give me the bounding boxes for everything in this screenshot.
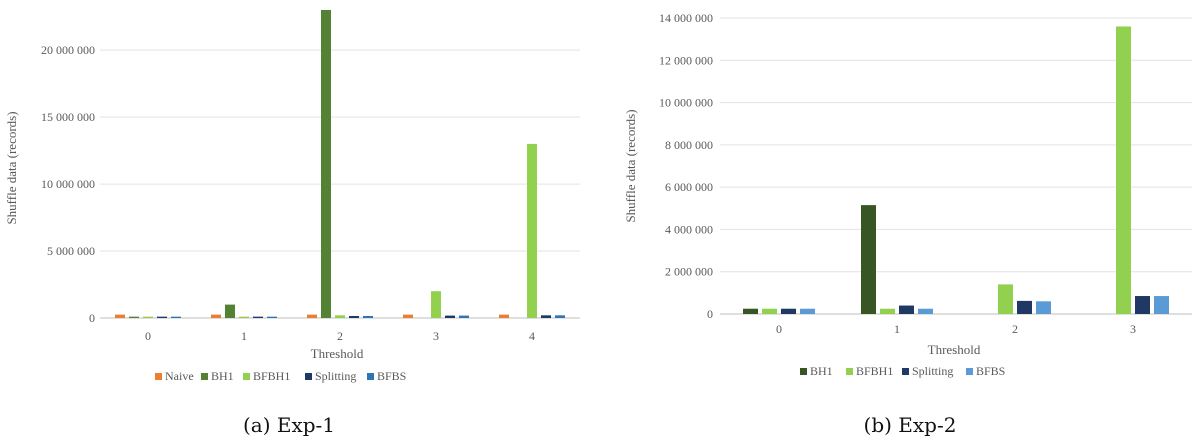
bar-splitting-1 — [253, 316, 263, 318]
bar-splitting-0 — [157, 316, 167, 318]
bar-naive-4 — [499, 314, 509, 318]
y-tick-label: 12 000 000 — [659, 53, 713, 67]
bar-bfbs-3 — [1154, 296, 1169, 314]
chart-exp-2: Shuffle data (records) Threshold (b) Exp… — [623, 11, 1192, 437]
chart-a-ylabel: Shuffle data (records) — [4, 111, 19, 224]
legend-label-bh1: BH1 — [810, 364, 833, 378]
x-tick-label: 3 — [1130, 322, 1136, 336]
legend-swatch-bfbs — [966, 368, 973, 375]
bar-bfbs-0 — [171, 316, 181, 318]
bar-bfbh1-1 — [239, 316, 249, 318]
y-tick-label: 8 000 000 — [665, 138, 713, 152]
bar-bfbh1-0 — [143, 316, 153, 318]
bar-splitting-2 — [349, 315, 359, 318]
y-tick-label: 0 — [89, 311, 95, 325]
bar-bfbs-0 — [800, 308, 815, 314]
x-tick-label: 0 — [776, 322, 782, 336]
y-tick-label: 14 000 000 — [659, 11, 713, 25]
bar-bh1-1 — [225, 304, 235, 318]
x-tick-label: 1 — [241, 329, 247, 343]
bar-bfbh1-2 — [335, 315, 345, 318]
x-tick-label: 0 — [145, 329, 151, 343]
bar-bfbh1-2 — [998, 284, 1013, 314]
y-tick-label: 0 — [707, 307, 713, 321]
y-tick-label: 10 000 000 — [41, 177, 95, 191]
y-tick-label: 5 000 000 — [47, 244, 95, 258]
bar-splitting-0 — [781, 308, 796, 314]
y-tick-label: 4 000 000 — [665, 222, 713, 236]
chart-b-xlabel: Threshold — [928, 342, 981, 357]
legend-swatch-bfbh1 — [243, 373, 250, 380]
legend-label-splitting: Splitting — [315, 369, 356, 383]
x-tick-label: 2 — [1012, 322, 1018, 336]
legend-swatch-bfbh1 — [846, 368, 853, 375]
bar-naive-1 — [211, 314, 221, 318]
bar-naive-3 — [403, 314, 413, 318]
bar-bfbh1-3 — [431, 291, 441, 318]
bar-splitting-3 — [1135, 296, 1150, 314]
bar-bfbh1-3 — [1116, 26, 1131, 314]
chart-exp-1: Shuffle data (records) Threshold (a) Exp… — [4, 10, 580, 437]
chart-a-caption: (a) Exp-1 — [243, 413, 335, 437]
x-tick-label: 1 — [894, 322, 900, 336]
legend-label-naive: Naive — [165, 369, 194, 383]
y-tick-label: 2 000 000 — [665, 265, 713, 279]
bar-bh1-0 — [743, 308, 758, 314]
legend-label-bfbh1: BFBH1 — [856, 364, 893, 378]
legend-label-bfbs: BFBS — [976, 364, 1005, 378]
bar-bfbh1-1 — [880, 308, 895, 314]
bar-splitting-4 — [541, 315, 551, 318]
bar-naive-2 — [307, 314, 317, 318]
bar-bh1-2 — [321, 10, 331, 318]
bar-splitting-1 — [899, 305, 914, 314]
y-tick-label: 20 000 000 — [41, 43, 95, 57]
chart-b-ylabel: Shuffle data (records) — [623, 109, 638, 222]
legend-swatch-bh1 — [800, 368, 807, 375]
bar-bfbs-2 — [363, 315, 373, 318]
legend-swatch-splitting — [305, 373, 312, 380]
chart-b-caption: (b) Exp-2 — [864, 413, 957, 437]
bar-bfbs-1 — [267, 316, 277, 318]
chart-a-xlabel: Threshold — [311, 346, 364, 361]
y-tick-label: 6 000 000 — [665, 180, 713, 194]
legend-label-bh1: BH1 — [211, 369, 234, 383]
legend-label-bfbs: BFBS — [377, 369, 406, 383]
bar-bfbs-2 — [1036, 301, 1051, 314]
legend-swatch-bfbs — [367, 373, 374, 380]
bar-bfbh1-0 — [762, 308, 777, 314]
legend-label-splitting: Splitting — [912, 364, 953, 378]
legend-label-bfbh1: BFBH1 — [253, 369, 290, 383]
bar-naive-0 — [115, 314, 125, 318]
bar-splitting-2 — [1017, 300, 1032, 314]
bar-bfbs-3 — [459, 315, 469, 318]
bar-bh1-0 — [129, 316, 139, 318]
bar-splitting-3 — [445, 315, 455, 318]
y-tick-label: 15 000 000 — [41, 110, 95, 124]
bar-bfbs-1 — [918, 308, 933, 314]
x-tick-label: 3 — [433, 329, 439, 343]
bar-bfbh1-4 — [527, 143, 537, 318]
y-tick-label: 10 000 000 — [659, 96, 713, 110]
x-tick-label: 4 — [529, 329, 535, 343]
legend-swatch-splitting — [902, 368, 909, 375]
x-tick-label: 2 — [337, 329, 343, 343]
legend-swatch-naive — [155, 373, 162, 380]
legend-swatch-bh1 — [201, 373, 208, 380]
bar-bh1-1 — [861, 205, 876, 314]
bar-bfbs-4 — [555, 315, 565, 318]
